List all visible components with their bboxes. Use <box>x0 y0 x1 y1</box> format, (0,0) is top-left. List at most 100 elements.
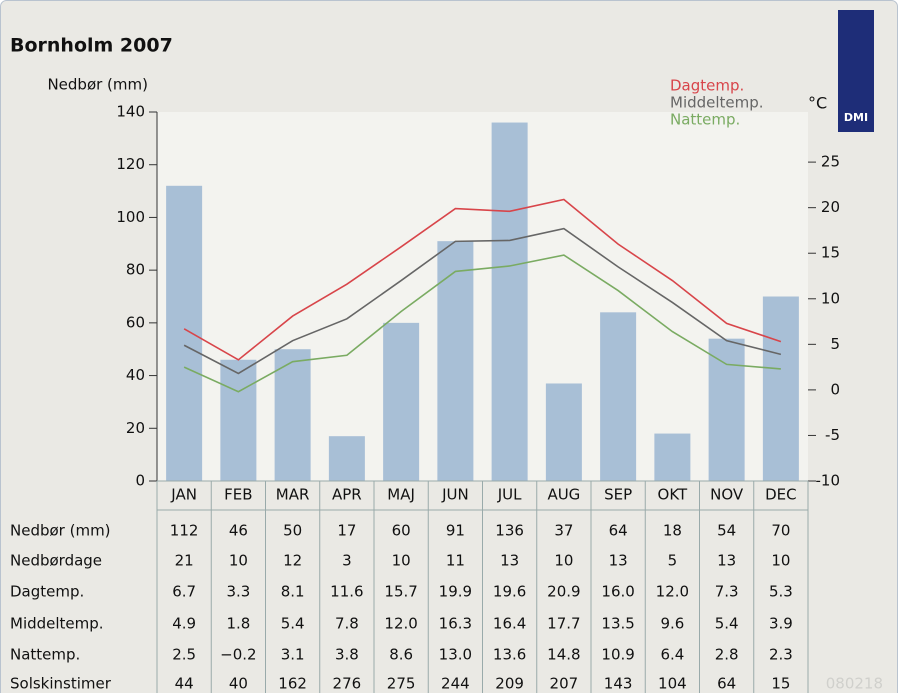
cell: 2.8 <box>715 646 739 664</box>
cell: 8.6 <box>389 646 413 664</box>
y-tick-label: 60 <box>126 313 145 331</box>
month-label: NOV <box>710 486 744 504</box>
cell: 275 <box>387 675 416 693</box>
row-label: Solskinstimer <box>10 675 112 693</box>
y2-tick-label: 10 <box>821 289 840 307</box>
bar <box>166 185 203 482</box>
plot-area <box>157 112 808 481</box>
row-label: Nedbørdage <box>10 552 102 570</box>
cell: 15 <box>771 675 790 693</box>
bar <box>545 383 582 481</box>
y-tick-label: 20 <box>126 419 145 437</box>
cell: 112 <box>170 522 199 540</box>
cell: 244 <box>441 675 470 693</box>
month-label: APR <box>332 486 362 504</box>
y-tick-label: 80 <box>126 261 145 279</box>
cell: 13.0 <box>439 646 472 664</box>
cell: 64 <box>609 522 628 540</box>
cell: 162 <box>278 675 307 693</box>
cell: 16.4 <box>493 615 526 633</box>
cell: 3 <box>342 552 352 570</box>
cell: 3.3 <box>226 583 250 601</box>
cell: 20.9 <box>547 583 580 601</box>
cell: 136 <box>495 522 524 540</box>
y-tick-label: 100 <box>116 208 145 226</box>
cell: 19.6 <box>493 583 526 601</box>
cell: 18 <box>663 522 682 540</box>
cell: 13 <box>500 552 519 570</box>
cell: 143 <box>604 675 633 693</box>
cell: 7.3 <box>715 583 739 601</box>
cell: 14.8 <box>547 646 580 664</box>
cell: 17 <box>337 522 356 540</box>
legend-label: Dagtemp. <box>670 77 744 95</box>
month-label: JUL <box>497 486 522 504</box>
cell: 12.0 <box>384 615 417 633</box>
cell: 1.8 <box>226 615 250 633</box>
y2-axis-label: °C <box>808 94 827 113</box>
cell: 70 <box>771 522 790 540</box>
bar <box>328 436 365 481</box>
month-label: OKT <box>658 486 688 504</box>
cell: 16.0 <box>601 583 634 601</box>
cell: 91 <box>446 522 465 540</box>
cell: 40 <box>229 675 248 693</box>
month-label: JAN <box>170 486 197 504</box>
bar <box>274 349 311 481</box>
logo <box>838 10 874 132</box>
cell: 12 <box>283 552 302 570</box>
bar <box>491 122 528 482</box>
cell: 60 <box>392 522 411 540</box>
bar <box>654 433 691 481</box>
cell: 12.0 <box>656 583 689 601</box>
cell: 3.8 <box>335 646 359 664</box>
cell: 13.6 <box>493 646 526 664</box>
cell: 6.4 <box>660 646 684 664</box>
cell: 11.6 <box>330 583 363 601</box>
row-label: Nedbør (mm) <box>10 522 111 540</box>
temp-line <box>183 198 782 361</box>
cell: 10 <box>229 552 248 570</box>
cell: 7.8 <box>335 615 359 633</box>
cell: 209 <box>495 675 524 693</box>
cell: 2.5 <box>172 646 196 664</box>
bar <box>708 338 745 481</box>
cell: 37 <box>554 522 573 540</box>
cell: 13 <box>609 552 628 570</box>
cell: 5.4 <box>281 615 305 633</box>
cell: 9.6 <box>660 615 684 633</box>
cell: 11 <box>446 552 465 570</box>
cell: 5 <box>668 552 678 570</box>
month-label: MAJ <box>387 486 415 504</box>
cell: 50 <box>283 522 302 540</box>
y-tick-label: 0 <box>135 472 145 490</box>
cell: 10 <box>392 552 411 570</box>
bar <box>220 359 257 481</box>
cell: 10.9 <box>601 646 634 664</box>
cell: 3.1 <box>281 646 305 664</box>
month-label: DEC <box>765 486 797 504</box>
cell: 16.3 <box>439 615 472 633</box>
cell: −0.2 <box>220 646 256 664</box>
legend-label: Middeltemp. <box>670 94 764 112</box>
row-label: Nattemp. <box>10 646 80 664</box>
bar <box>383 322 420 481</box>
y2-tick-label: 15 <box>821 244 840 262</box>
legend-label: Nattemp. <box>670 111 740 129</box>
y-tick-label: 120 <box>116 155 145 173</box>
y2-tick-label: -5 <box>825 426 840 444</box>
y2-tick-label: 0 <box>830 380 840 398</box>
bar <box>762 296 799 481</box>
y2-tick-label: -10 <box>816 472 841 490</box>
cell: 8.1 <box>281 583 305 601</box>
cell: 54 <box>717 522 736 540</box>
cell: 10 <box>554 552 573 570</box>
cell: 21 <box>175 552 194 570</box>
y-axis-label: Nedbør (mm) <box>47 76 148 94</box>
stamp: 080218 <box>826 675 883 693</box>
month-label: JUN <box>441 486 469 504</box>
month-label: SEP <box>604 486 632 504</box>
chart-title: Bornholm 2007 <box>10 35 173 57</box>
month-label: MAR <box>276 486 310 504</box>
